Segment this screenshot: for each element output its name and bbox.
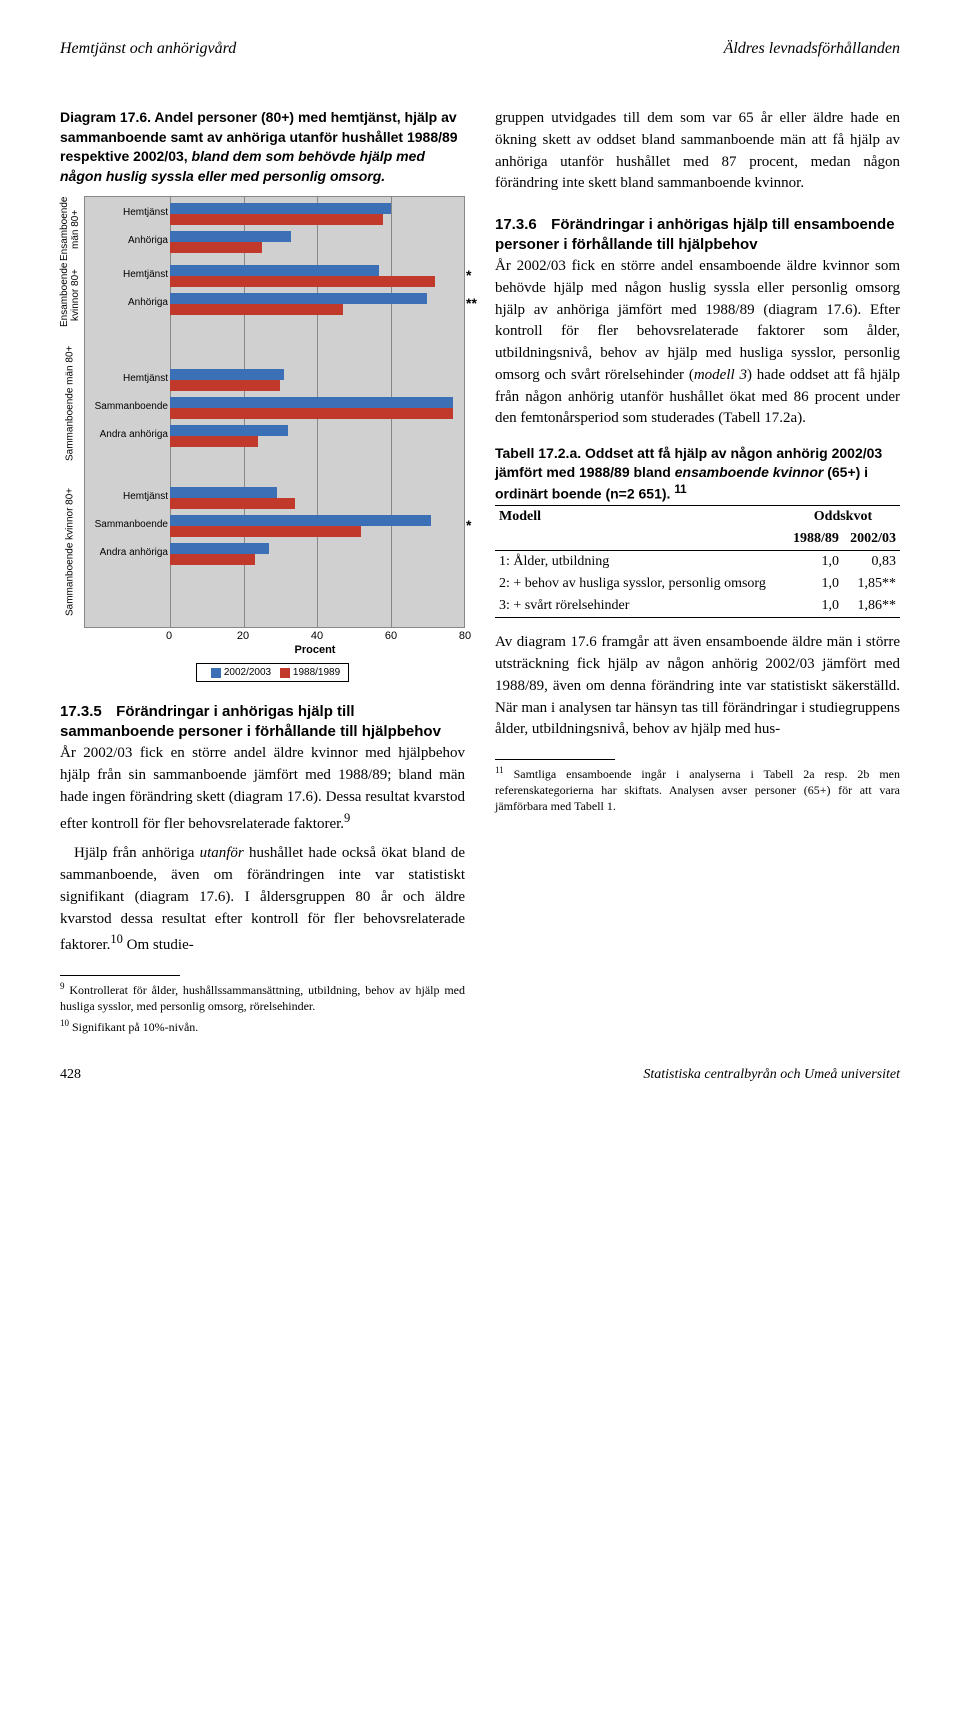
bar-1988 <box>170 436 258 447</box>
table-row: 2: + behov av husliga sysslor, personlig… <box>495 573 900 595</box>
x-tick: 20 <box>233 630 253 642</box>
running-head-right: Äldres levnadsförhållanden <box>724 40 900 58</box>
page-number: 428 <box>60 1067 81 1083</box>
continuation-paragraph: gruppen utvidgades till dem som var 65 å… <box>495 108 900 195</box>
chart-area: Hemtjänst Anhöriga Hemtjänst Anhöriga Hemtjä… <box>80 196 465 682</box>
bar-2002 <box>170 425 288 436</box>
footnote-ref-11: 11 <box>674 483 686 496</box>
footnotes-right: 11 Samtliga ensamboende ingår i analyser… <box>495 764 900 815</box>
chart-group-vlabel: Ensamboende kvinnor 80+ <box>60 262 80 328</box>
running-head-left: Hemtjänst och anhörigvård <box>60 40 236 58</box>
footnotes-left: 9 Kontrollerat för ålder, hushållssamman… <box>60 980 465 1035</box>
bar-label: Sammanboende <box>85 519 168 530</box>
th-1988: 1988/89 <box>786 528 843 551</box>
th-odds: Oddskvot <box>786 506 900 529</box>
chart-group-vlabel: Sammanboende kvinnor 80+ <box>60 478 80 626</box>
chart-group-vlabel: Sammanboende män 80+ <box>60 328 80 478</box>
left-column: Diagram 17.6. Andel personer (80+) med h… <box>60 108 465 1037</box>
bar-label: Hemtjänst <box>85 207 168 218</box>
chart-vertical-labels: Ensamboende män 80+Ensamboende kvinnor 8… <box>60 196 80 682</box>
running-head: Hemtjänst och anhörigvård Äldres levnads… <box>60 40 900 58</box>
section-title: Förändringar i anhörigas hjälp till samm… <box>60 703 441 740</box>
gridline <box>464 197 465 627</box>
footnote: 9 Kontrollerat för ålder, hushållssamman… <box>60 980 465 1014</box>
section-number: 17.3.5 <box>60 702 112 722</box>
bar-1988 <box>170 276 435 287</box>
bar-label: Anhöriga <box>85 297 168 308</box>
two-column-layout: Diagram 17.6. Andel personer (80+) med h… <box>60 108 900 1037</box>
chart-title: Diagram 17.6. Andel personer (80+) med h… <box>60 108 465 186</box>
bar-2002 <box>170 231 291 242</box>
bar-label: Andra anhöriga <box>85 547 168 558</box>
bar-1988 <box>170 498 295 509</box>
bar-2002 <box>170 543 269 554</box>
bar-1988 <box>170 214 383 225</box>
section-17-3-5-heading: 17.3.5 Förändringar i anhörigas hjälp ti… <box>60 702 465 741</box>
page: Hemtjänst och anhörigvård Äldres levnads… <box>0 0 960 1113</box>
th-2002: 2002/03 <box>843 528 900 551</box>
chart-x-label: Procent <box>165 644 465 656</box>
th-model: Modell <box>495 506 786 529</box>
chart-legend-box: 2002/2003 1988/1989 <box>196 663 349 682</box>
right-column: gruppen utvidgades till dem som var 65 å… <box>495 108 900 1037</box>
bar-2002 <box>170 515 431 526</box>
chart: Ensamboende män 80+Ensamboende kvinnor 8… <box>60 196 465 682</box>
odds-table: Modell Oddskvot 1988/89 2002/03 1: Ålder… <box>495 505 900 618</box>
bar-label: Anhöriga <box>85 235 168 246</box>
footnote-ref-10: 10 <box>110 932 123 946</box>
significance-star: * <box>466 267 471 283</box>
table-row: 1: Ålder, utbildning1,00,83 <box>495 551 900 574</box>
section-title: Förändringar i anhörigas hjälp till ensa… <box>495 216 895 253</box>
chart-x-axis: 020406080 <box>169 630 465 642</box>
table-row: 3: + svårt rörelsehinder1,01,86** <box>495 595 900 618</box>
right-bottom-paragraph: Av diagram 17.6 framgår att även ensambo… <box>495 632 900 741</box>
page-footer: 428 Statistiska centralbyrån och Umeå un… <box>60 1067 900 1083</box>
bar-2002 <box>170 369 284 380</box>
section-17-3-6-heading: 17.3.6 Förändringar i anhörigas hjälp ti… <box>495 215 900 254</box>
footnote-rule <box>60 975 180 976</box>
bar-2002 <box>170 293 427 304</box>
legend-swatch-2002 <box>211 668 221 678</box>
significance-star: * <box>466 517 471 533</box>
section-17-3-5-p1: År 2002/03 fick en större andel äldre kv… <box>60 743 465 835</box>
chart-plot: Hemtjänst Anhöriga Hemtjänst Anhöriga Hemtjä… <box>84 196 465 628</box>
table-title: Tabell 17.2.a. Oddset att få hjälp av nå… <box>495 444 900 503</box>
bar-label: Hemtjänst <box>85 269 168 280</box>
bar-1988 <box>170 554 255 565</box>
significance-star: ** <box>466 295 477 311</box>
bar-1988 <box>170 380 280 391</box>
section-number: 17.3.6 <box>495 215 547 235</box>
footnote: 11 Samtliga ensamboende ingår i analyser… <box>495 764 900 815</box>
section-17-3-6-p1: År 2002/03 fick en större andel ensamboe… <box>495 256 900 430</box>
bar-1988 <box>170 304 343 315</box>
x-tick: 0 <box>159 630 179 642</box>
bar-label: Andra anhöriga <box>85 429 168 440</box>
x-tick: 60 <box>381 630 401 642</box>
bar-label: Hemtjänst <box>85 373 168 384</box>
bar-2002 <box>170 487 277 498</box>
bar-label: Sammanboende <box>85 401 168 412</box>
footnote-rule <box>495 759 615 760</box>
x-tick: 80 <box>455 630 475 642</box>
section-17-3-5-p2: Hjälp från anhöriga utanför hushållet ha… <box>60 843 465 957</box>
bar-1988 <box>170 408 453 419</box>
bar-2002 <box>170 203 391 214</box>
footnote: 10 Signifikant på 10%-nivån. <box>60 1017 465 1035</box>
legend-swatch-1988 <box>280 668 290 678</box>
footnote-ref-9: 9 <box>344 811 350 825</box>
x-tick: 40 <box>307 630 327 642</box>
legend-label-2002: 2002/2003 <box>224 667 271 678</box>
chart-legend: 2002/2003 1988/1989 <box>80 662 465 682</box>
legend-label-1988: 1988/1989 <box>293 667 340 678</box>
bar-1988 <box>170 242 262 253</box>
footer-source: Statistiska centralbyrån och Umeå univer… <box>643 1067 900 1083</box>
bar-2002 <box>170 265 379 276</box>
bar-label: Hemtjänst <box>85 491 168 502</box>
bar-1988 <box>170 526 361 537</box>
bar-2002 <box>170 397 453 408</box>
chart-group-vlabel: Ensamboende män 80+ <box>60 196 80 262</box>
